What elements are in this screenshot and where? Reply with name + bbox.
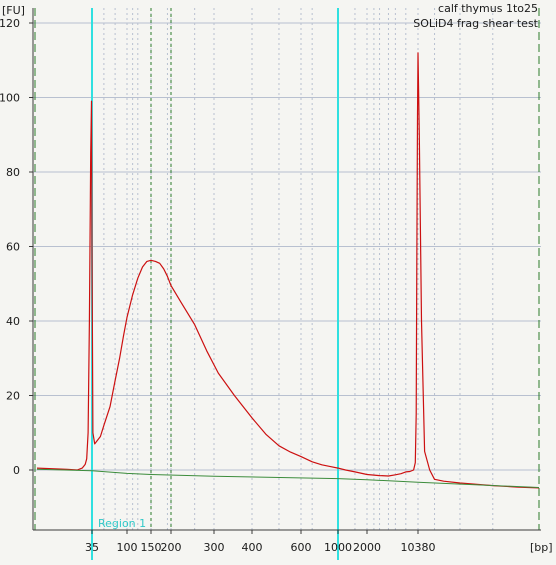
chart-title-line-2: SOLiD4 frag shear test: [413, 17, 538, 30]
baseline-trace: [36, 468, 540, 488]
x-axis-label: [bp]: [530, 541, 553, 554]
region-label: Region 1: [98, 517, 146, 530]
signal-trace: [36, 52, 540, 489]
x-tick-label: 300: [204, 541, 225, 554]
x-tick-label: 150: [141, 541, 162, 554]
x-tick-label: 100: [117, 541, 138, 554]
axes: [32, 8, 541, 531]
x-tick-label: 1000: [324, 541, 352, 554]
y-axis-label: [FU]: [2, 4, 25, 17]
y-tick-label: 60: [6, 241, 20, 254]
y-tick-label: 0: [13, 464, 20, 477]
x-tick-label: 600: [291, 541, 312, 554]
y-tick-label: 100: [0, 92, 20, 105]
series-traces: [36, 52, 540, 489]
y-tick-label: 20: [6, 390, 20, 403]
y-tick-label: 40: [6, 315, 20, 328]
x-tick-label: 35: [85, 541, 99, 554]
x-tick-label: 2000: [353, 541, 381, 554]
chart-title-line-1: calf thymus 1to25: [438, 2, 538, 15]
x-tick-label: 10380: [401, 541, 436, 554]
y-tick-label: 80: [6, 166, 20, 179]
x-tick-label: 200: [161, 541, 182, 554]
x-tick-label: 400: [242, 541, 263, 554]
y-tick-label: 120: [0, 17, 20, 30]
